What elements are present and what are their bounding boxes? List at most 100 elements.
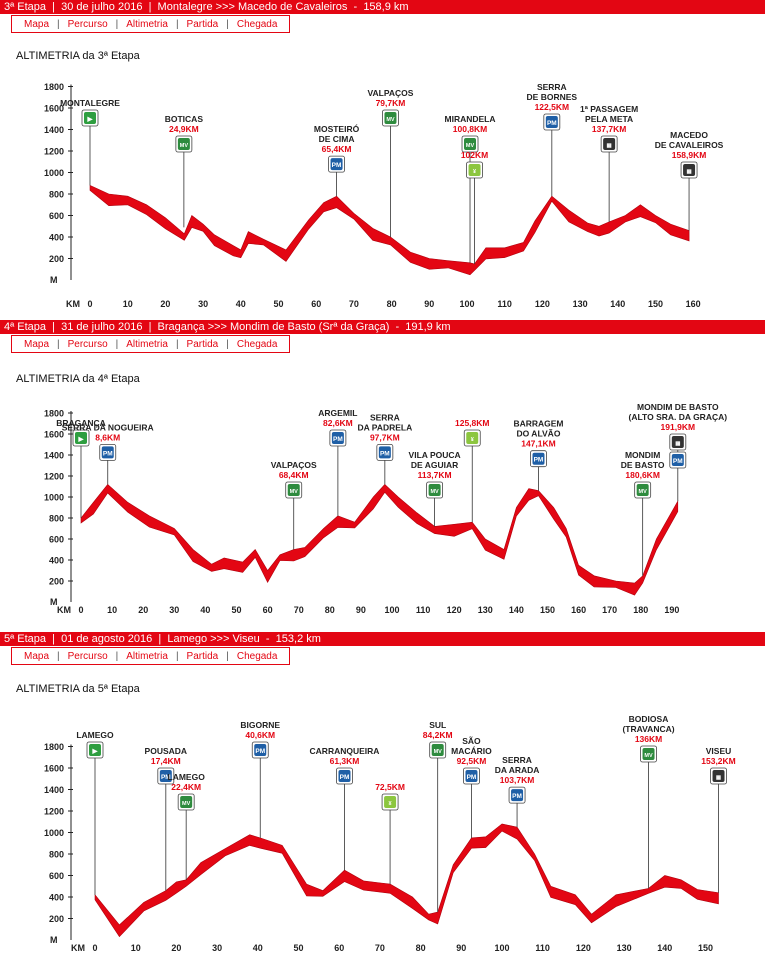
y-tick-label: 1800 — [44, 742, 64, 752]
marker-name-label: DE CIMA — [319, 134, 355, 144]
marker-km-label: 113,7KM — [418, 470, 452, 480]
marker-icon-glyph: ▦ — [675, 441, 681, 447]
marker-name-label: LAMEGO — [168, 772, 206, 782]
y-tick-label: 800 — [49, 190, 64, 200]
tab-mapa[interactable]: Mapa — [24, 18, 50, 30]
y-axis-label: M — [50, 935, 58, 945]
marker-icon-glyph: MV — [290, 489, 299, 495]
stage-date: 31 de julho 2016 — [61, 321, 143, 333]
x-axis-label: KM — [57, 605, 71, 615]
marker-km-label: 102KM — [461, 150, 488, 160]
PM-icon — [338, 770, 351, 782]
marker-name-label: BOTICAS — [165, 114, 204, 124]
tab-chegada[interactable]: Chegada — [236, 338, 278, 350]
tab-percurso[interactable]: Percurso — [67, 650, 108, 662]
marker-icon-glyph: MV — [182, 801, 191, 807]
tab-chegada[interactable]: Chegada — [236, 650, 278, 662]
x-tick-label: 150 — [648, 299, 663, 309]
x-tick-label: 130 — [478, 605, 493, 615]
x-tick-label: 60 — [311, 299, 321, 309]
marker-name-label: DE BORNES — [527, 92, 578, 102]
stage-header: 4ª Etapa | 31 de julho 2016 | Bragança >… — [0, 320, 765, 334]
marker-km-label: 153,2KM — [701, 756, 736, 766]
x-tick-label: 10 — [107, 605, 117, 615]
x-tick-label: 120 — [535, 299, 550, 309]
start-icon — [89, 744, 101, 756]
stage-number: 4ª Etapa — [4, 321, 46, 333]
marker-name-label: POUSADA — [145, 746, 188, 756]
marker-name-label: BARRAGEM — [513, 419, 563, 429]
marker-icon-glyph: PM — [103, 450, 113, 457]
y-tick-label: 1400 — [44, 451, 64, 461]
marker-name-label: LAMEGO — [76, 730, 114, 740]
marker-name-label: SERRA — [502, 755, 532, 765]
stage-5-section: 5ª Etapa | 01 de agosto 2016 | Lamego >>… — [0, 632, 765, 960]
tab-percurso[interactable]: Percurso — [67, 18, 108, 30]
y-tick-label: 1800 — [44, 409, 64, 419]
x-tick-label: 140 — [509, 605, 524, 615]
stage-date: 30 de julho 2016 — [61, 1, 143, 13]
tab-chegada[interactable]: Chegada — [236, 18, 278, 30]
x-tick-label: 40 — [200, 605, 210, 615]
marker-MV: MV 136KM(TRAVANCA)BODIOSA — [622, 714, 675, 889]
marker-name-label: 1ª PASSAGEM — [580, 104, 638, 114]
stage-distance: 153,2 km — [275, 633, 321, 645]
tab-altimetria[interactable]: Altimetria — [126, 18, 168, 30]
x-tick-label: 10 — [131, 943, 141, 953]
marker-km-label: 180,6KM — [625, 470, 660, 480]
x-tick-label: 160 — [571, 605, 586, 615]
marker-finish_pm: ▦ PM 191,9KM(ALTO SRA. DA GRAÇA)MONDIM DE … — [629, 402, 727, 502]
MV-icon — [636, 484, 649, 496]
marker-km-label: 65,4KM — [322, 144, 352, 154]
tab-partida[interactable]: Partida — [186, 18, 219, 30]
marker-icon-glyph: ▶ — [87, 116, 94, 123]
x-tick-label: 90 — [424, 299, 434, 309]
y-tick-label: 1600 — [44, 104, 64, 114]
marker-icon-glyph: PM — [380, 450, 390, 457]
marker-icon-glyph: ▦ — [607, 143, 613, 149]
x-tick-label: 80 — [387, 299, 397, 309]
marker-icon-glyph: ¥ — [473, 169, 477, 175]
stage-date: 01 de agosto 2016 — [61, 633, 153, 645]
tab-partida[interactable]: Partida — [186, 650, 219, 662]
tab-percurso[interactable]: Percurso — [67, 338, 108, 350]
tab-mapa[interactable]: Mapa — [24, 338, 50, 350]
stage-distance: 191,9 km — [405, 321, 451, 333]
marker-name-label: BIGORNE — [240, 720, 280, 730]
y-tick-label: 200 — [49, 914, 64, 924]
altimetry-chart-stage-5: 200 400 600 800 1000 1200 1400 1600 1800 M KM 0 10 20… — [44, 714, 736, 953]
marker-icon-glyph: PM — [340, 774, 350, 781]
start-icon — [84, 112, 96, 124]
marker-km-label: 97,7KM — [370, 432, 400, 442]
altimetry-chart-stage-4: 200 400 600 800 1000 1200 1400 1600 1800 MKM 0 10 20… — [44, 402, 727, 615]
x-tick-label: 20 — [171, 943, 181, 953]
stage-number: 5ª Etapa — [4, 633, 46, 645]
x-tick-label: 20 — [138, 605, 148, 615]
marker-km-label: 137,7KM — [592, 124, 627, 134]
tab-mapa[interactable]: Mapa — [24, 650, 50, 662]
y-tick-label: 600 — [49, 211, 64, 221]
marker-name-label: VILA POUCA — [409, 450, 461, 460]
y-tick-label: 1000 — [44, 493, 64, 503]
y-tick-label: 600 — [49, 871, 64, 881]
y-tick-label: 1200 — [44, 807, 64, 817]
x-tick-label: 190 — [664, 605, 679, 615]
x-tick-label: 70 — [349, 299, 359, 309]
tab-partida[interactable]: Partida — [186, 338, 219, 350]
marker-name-label: DA ARADA — [495, 765, 540, 775]
marker-name-label: VISEU — [706, 746, 732, 756]
marker-name-label: (TRAVANCA) — [622, 724, 674, 734]
tab-altimetria[interactable]: Altimetria — [126, 338, 168, 350]
marker-icon-glyph: MV — [180, 143, 189, 149]
tab-altimetria[interactable]: Altimetria — [126, 650, 168, 662]
